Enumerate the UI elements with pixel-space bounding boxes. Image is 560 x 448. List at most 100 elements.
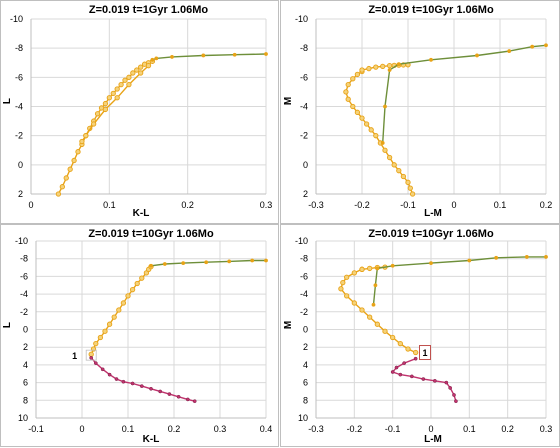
y-tick-label: -2 xyxy=(20,307,28,317)
data-point xyxy=(383,104,387,109)
data-point xyxy=(407,185,413,191)
data-point xyxy=(138,70,144,76)
data-point xyxy=(432,378,437,383)
x-axis-label: K-L xyxy=(133,208,150,219)
data-point xyxy=(351,270,357,276)
chart-svg-4: Z=0.019 t=10Gyr 1.06Mo-10-8-6-4-20246810… xyxy=(283,228,552,445)
data-point xyxy=(344,274,350,280)
x-tick-label: 0.2 xyxy=(540,200,553,210)
data-point xyxy=(55,191,62,197)
data-point xyxy=(397,341,403,347)
chart-svg-2: Z=0.019 t=10Gyr 1.06Mo -10 -8 -6 -4 -2 0 2-0.3 -… xyxy=(283,4,553,219)
chart-title: Z=0.019 t=10Gyr 1.06Mo xyxy=(368,228,494,240)
data-point xyxy=(149,386,153,391)
y-tick-label: -8 xyxy=(300,254,308,264)
y-tick-label: -2 xyxy=(15,131,23,141)
y-tick-label: -2 xyxy=(300,307,308,317)
data-point xyxy=(170,55,174,59)
x-tick-label: 0 xyxy=(428,424,433,434)
annotation-box xyxy=(85,349,97,361)
data-point xyxy=(345,96,351,102)
data-point xyxy=(129,287,136,293)
data-point xyxy=(227,259,232,264)
data-point xyxy=(396,168,402,174)
data-point xyxy=(83,133,89,139)
chart-title: Z=0.019 t=10Gyr 1.06Mo xyxy=(88,228,214,240)
data-point xyxy=(126,74,132,80)
data-point xyxy=(93,361,98,365)
x-axis-label: K-L xyxy=(143,434,160,445)
data-point xyxy=(134,280,140,287)
data-point xyxy=(429,57,433,62)
y-tick-label: 6 xyxy=(303,378,308,388)
x-tick-label: 0.1 xyxy=(463,424,476,434)
y-tick-label: -8 xyxy=(15,43,23,53)
x-tick-label: -0.2 xyxy=(347,424,363,434)
data-point xyxy=(79,138,85,145)
x-tick-label: 0.1 xyxy=(122,424,135,434)
x-tick-label: 0.3 xyxy=(214,424,227,434)
y-tick-label: 2 xyxy=(18,189,23,199)
data-point xyxy=(106,95,112,101)
data-point xyxy=(181,261,186,266)
data-point xyxy=(373,64,379,70)
data-point xyxy=(106,321,113,327)
data-point xyxy=(93,341,99,347)
chart-title: Z=0.019 t=1Gyr 1.06Mo xyxy=(89,4,209,16)
data-point xyxy=(192,399,197,404)
data-point xyxy=(63,175,69,181)
data-point xyxy=(429,261,433,266)
y-axis-label: L xyxy=(2,322,13,328)
data-point xyxy=(158,389,163,394)
data-point xyxy=(107,372,112,377)
y-axis-label: M xyxy=(283,321,294,329)
y-tick-label: -6 xyxy=(20,271,28,281)
chart-panel-4: Z=0.019 t=10Gyr 1.06Mo -10 -8 -6 -4 -2 0 2 4 6 8 10… xyxy=(280,224,560,447)
y-tick-label: -10 xyxy=(15,236,28,246)
data-point xyxy=(130,70,136,76)
data-point xyxy=(405,179,411,185)
data-point xyxy=(343,89,349,95)
data-point xyxy=(130,381,135,386)
data-point xyxy=(122,77,128,83)
data-point xyxy=(374,321,380,327)
data-point xyxy=(394,365,399,370)
data-point xyxy=(204,260,209,265)
x-tick-label: 0.3 xyxy=(260,200,273,210)
data-point xyxy=(138,64,144,70)
data-point xyxy=(232,52,237,57)
series-line xyxy=(57,60,153,195)
data-point xyxy=(452,393,456,397)
x-tick-label: -0.1 xyxy=(385,424,401,434)
data-point xyxy=(121,379,126,384)
x-tick-label: 0.2 xyxy=(168,424,181,434)
data-point xyxy=(89,355,94,360)
data-point xyxy=(421,377,426,381)
y-tick-label: -8 xyxy=(20,254,28,264)
y-axis-label: M xyxy=(283,97,294,105)
data-point xyxy=(382,328,388,334)
data-point xyxy=(367,265,373,272)
y-tick-label: -4 xyxy=(20,289,28,299)
data-point xyxy=(111,314,117,320)
y-tick-label: 10 xyxy=(298,413,308,423)
data-point xyxy=(110,90,116,97)
data-point xyxy=(143,270,150,276)
x-tick-label: 0 xyxy=(28,200,33,210)
data-point xyxy=(102,106,109,113)
data-point xyxy=(544,43,548,48)
data-point xyxy=(114,95,120,101)
x-tick-label: -0.1 xyxy=(28,424,44,434)
y-tick-label: 8 xyxy=(23,395,28,405)
data-point xyxy=(350,103,356,110)
chart-panel-3: Z=0.019 t=10Gyr 1.06Mo -10 -8 -6 -4 -2 0 2 4 6 8 10… xyxy=(0,224,279,447)
x-tick-label: -0.3 xyxy=(308,200,324,210)
data-point xyxy=(363,121,370,127)
series-line xyxy=(152,53,267,61)
data-point xyxy=(402,361,407,365)
y-tick-label: 0 xyxy=(18,160,23,170)
y-tick-label: 0 xyxy=(303,160,308,170)
data-point xyxy=(467,258,472,263)
series-line xyxy=(90,357,195,402)
data-point xyxy=(380,141,385,145)
